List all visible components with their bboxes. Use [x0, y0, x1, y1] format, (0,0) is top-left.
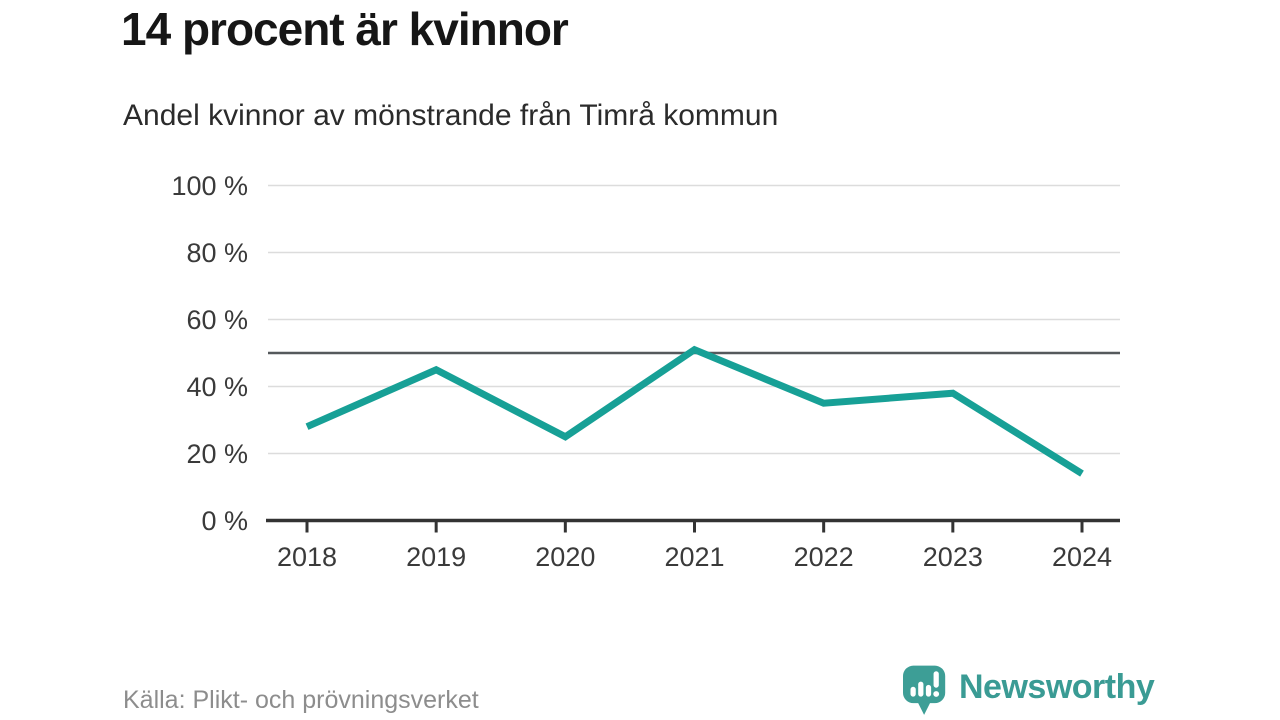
y-tick-label: 60 %	[186, 305, 248, 335]
source-note: Källa: Plikt- och prövningsverket	[123, 686, 479, 714]
y-tick-label: 20 %	[186, 439, 248, 469]
chart-subtitle: Andel kvinnor av mönstrande från Timrå k…	[123, 99, 779, 132]
data-line	[305, 345, 1084, 477]
x-tick-label: 2021	[664, 542, 724, 572]
x-tick-label: 2018	[277, 542, 337, 572]
y-tick-label: 100 %	[171, 171, 248, 201]
y-tick-label: 80 %	[186, 238, 248, 268]
y-tick-label: 0 %	[201, 506, 248, 536]
y-tick-label: 40 %	[186, 372, 248, 402]
brand-wordmark: Newsworthy	[959, 668, 1155, 706]
x-tick-label: 2024	[1052, 542, 1112, 572]
chart-title: 14 procent är kvinnor	[121, 3, 569, 55]
newsworthy-icon	[903, 665, 946, 715]
x-tick-label: 2019	[406, 542, 466, 572]
x-tick-label: 2020	[535, 542, 595, 572]
brand-logo: Newsworthy	[903, 664, 1155, 717]
x-tick-label: 2022	[794, 542, 854, 572]
x-tick-label: 2023	[923, 542, 983, 572]
